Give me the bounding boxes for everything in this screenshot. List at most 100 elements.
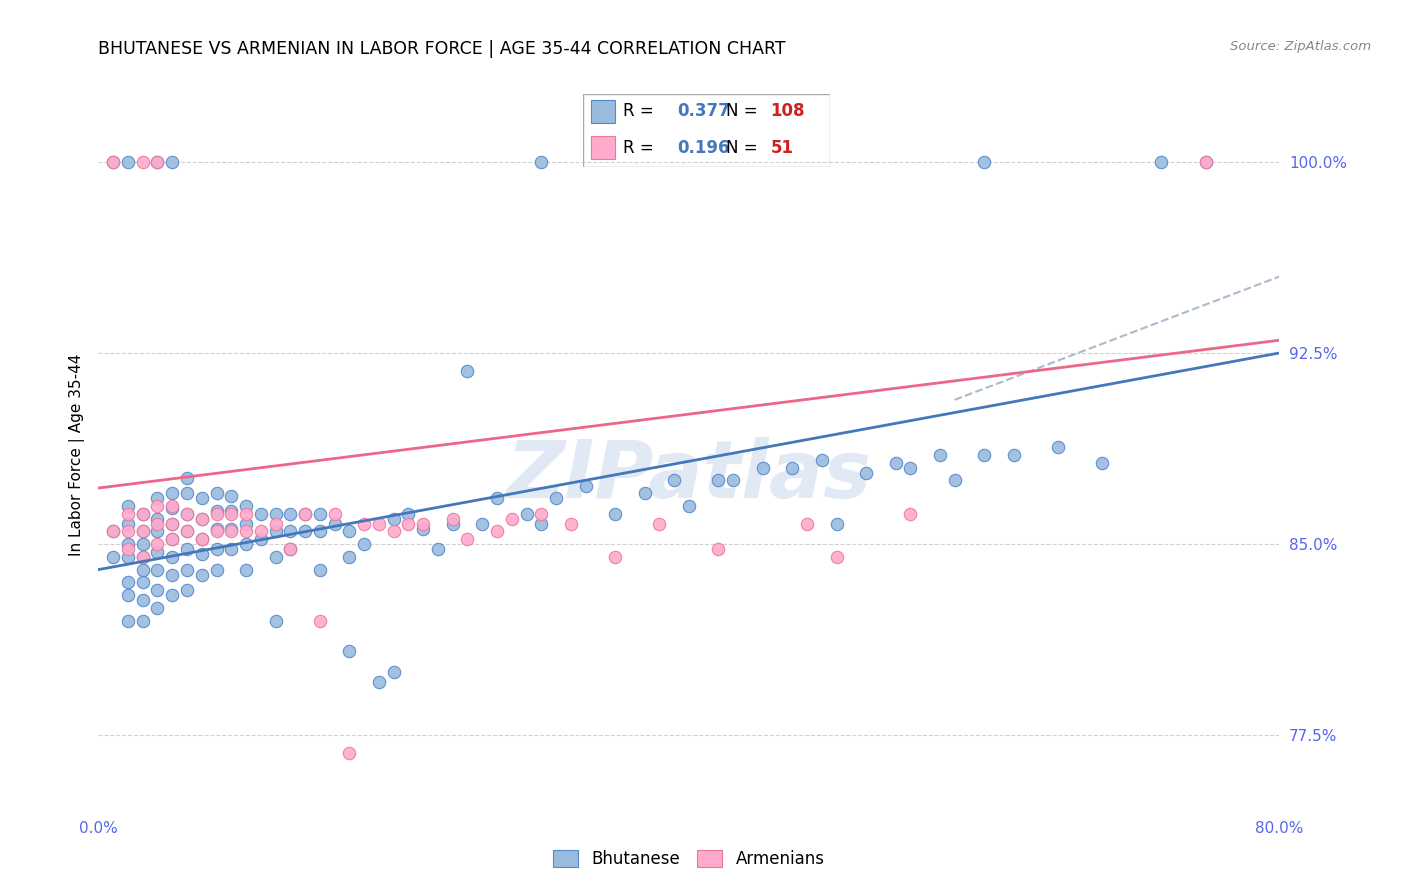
- Point: [337, 746, 360, 760]
- Point: [117, 524, 139, 539]
- Point: [382, 511, 405, 525]
- Point: [574, 478, 596, 492]
- Point: [162, 516, 183, 531]
- Point: [162, 499, 183, 513]
- Point: [162, 516, 183, 531]
- Legend: Bhutanese, Armenians: Bhutanese, Armenians: [547, 843, 831, 875]
- Point: [176, 524, 198, 539]
- Point: [132, 593, 155, 607]
- Point: [219, 489, 242, 503]
- Point: [132, 549, 155, 564]
- Point: [191, 532, 214, 546]
- Point: [309, 507, 332, 521]
- Point: [205, 507, 228, 521]
- Point: [103, 524, 125, 539]
- Point: [1195, 154, 1218, 169]
- Point: [162, 486, 183, 500]
- Text: ZIPatlas: ZIPatlas: [506, 437, 872, 516]
- Point: [751, 460, 773, 475]
- Point: [191, 491, 214, 506]
- Point: [146, 545, 169, 559]
- Point: [235, 524, 257, 539]
- Point: [146, 563, 169, 577]
- Point: [132, 563, 155, 577]
- Point: [219, 507, 242, 521]
- Point: [162, 532, 183, 546]
- Point: [162, 588, 183, 602]
- Point: [396, 507, 419, 521]
- Point: [132, 614, 155, 628]
- Point: [486, 491, 509, 506]
- Point: [412, 522, 434, 536]
- Point: [441, 516, 464, 531]
- Point: [117, 499, 139, 513]
- Point: [176, 471, 198, 485]
- Point: [205, 563, 228, 577]
- Point: [707, 474, 730, 488]
- Text: BHUTANESE VS ARMENIAN IN LABOR FORCE | AGE 35-44 CORRELATION CHART: BHUTANESE VS ARMENIAN IN LABOR FORCE | A…: [98, 40, 786, 58]
- Point: [309, 524, 332, 539]
- Point: [1150, 154, 1173, 169]
- Point: [323, 516, 346, 531]
- Bar: [591, 136, 616, 160]
- Point: [250, 507, 273, 521]
- Point: [176, 563, 198, 577]
- Point: [162, 501, 183, 516]
- Point: [117, 549, 139, 564]
- Point: [219, 524, 242, 539]
- Point: [176, 582, 198, 597]
- Point: [103, 524, 125, 539]
- Point: [810, 453, 832, 467]
- Text: 51: 51: [770, 139, 793, 157]
- Point: [117, 507, 139, 521]
- Point: [337, 644, 360, 658]
- Point: [132, 524, 155, 539]
- Point: [132, 537, 155, 551]
- Point: [796, 516, 818, 531]
- Point: [884, 456, 907, 470]
- Point: [146, 154, 169, 169]
- Point: [973, 154, 995, 169]
- Point: [176, 524, 198, 539]
- Point: [132, 507, 155, 521]
- Point: [132, 549, 155, 564]
- Point: [191, 511, 214, 525]
- Point: [117, 516, 139, 531]
- Point: [664, 474, 686, 488]
- Point: [782, 460, 804, 475]
- Point: [176, 507, 198, 521]
- Point: [530, 154, 553, 169]
- Point: [1002, 448, 1025, 462]
- Text: Source: ZipAtlas.com: Source: ZipAtlas.com: [1230, 40, 1371, 54]
- Point: [294, 507, 316, 521]
- Point: [825, 549, 848, 564]
- Point: [146, 537, 169, 551]
- Point: [294, 524, 316, 539]
- Point: [219, 504, 242, 518]
- Point: [235, 516, 257, 531]
- Point: [337, 549, 360, 564]
- Text: N =: N =: [725, 103, 763, 120]
- Point: [146, 582, 169, 597]
- Text: 0.196: 0.196: [678, 139, 730, 157]
- Point: [633, 486, 655, 500]
- Point: [250, 532, 273, 546]
- Point: [353, 516, 375, 531]
- Point: [412, 516, 434, 531]
- Point: [191, 567, 214, 582]
- Point: [441, 511, 464, 525]
- Point: [368, 516, 391, 531]
- Point: [117, 154, 139, 169]
- Point: [176, 486, 198, 500]
- Point: [900, 460, 922, 475]
- Point: [117, 575, 139, 590]
- Point: [530, 507, 553, 521]
- Point: [235, 499, 257, 513]
- Point: [515, 507, 537, 521]
- Point: [191, 532, 214, 546]
- Text: N =: N =: [725, 139, 763, 157]
- Point: [205, 504, 228, 518]
- Point: [103, 154, 125, 169]
- Point: [132, 524, 155, 539]
- Point: [117, 614, 139, 628]
